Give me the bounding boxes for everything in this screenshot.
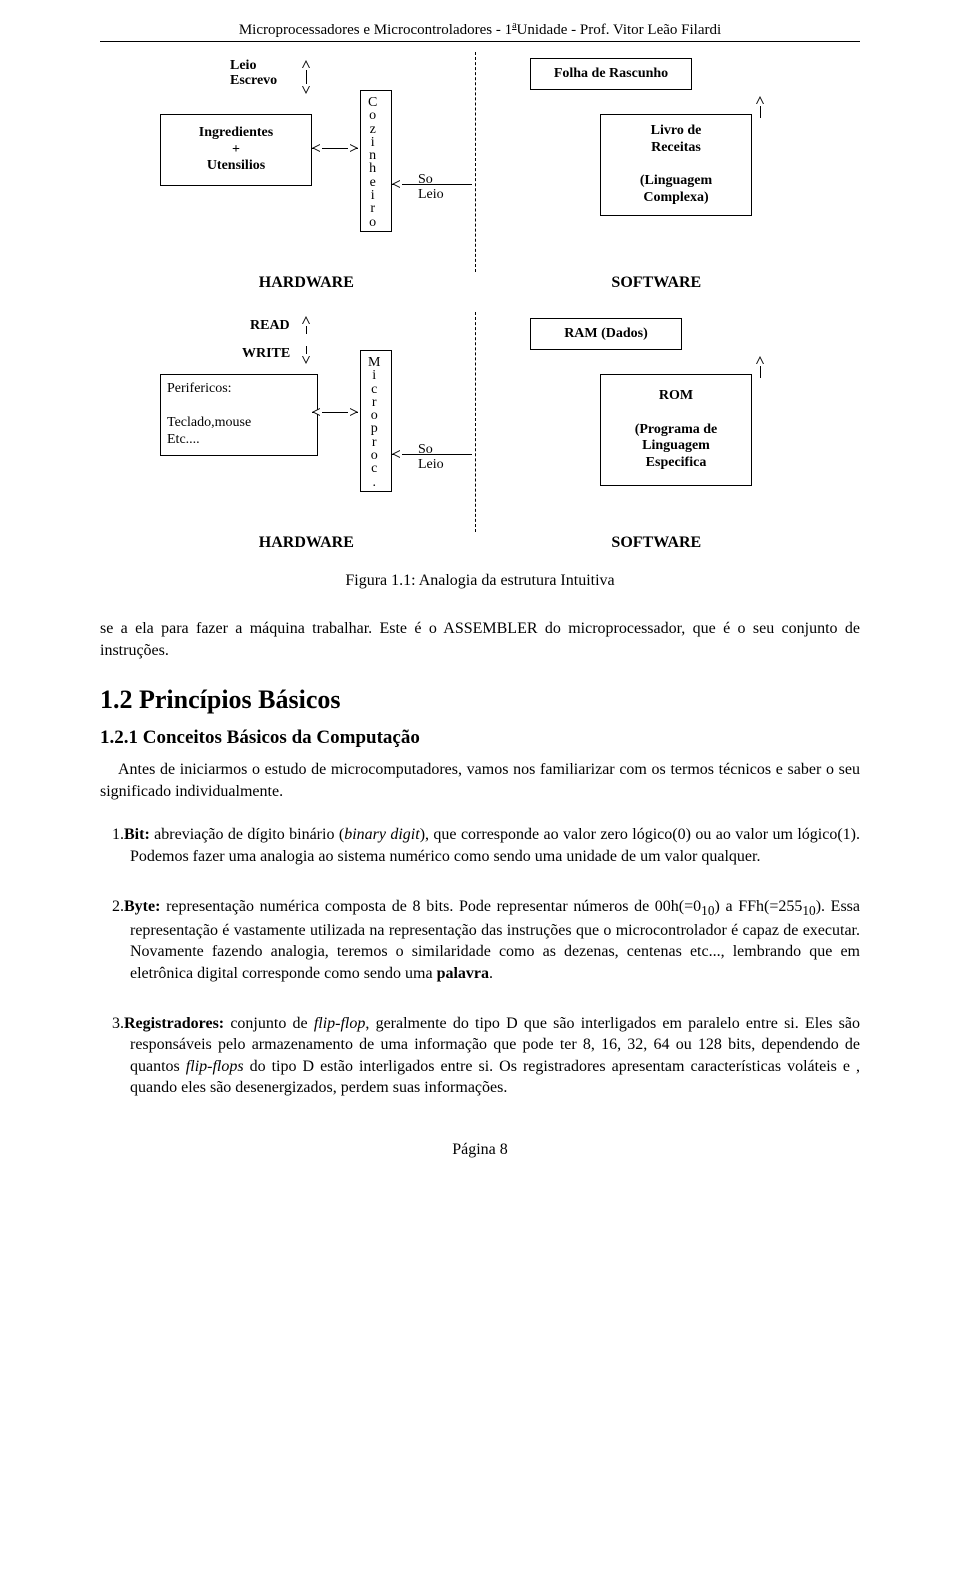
item-text: conjunto de flip-flop, geralmente do tip… bbox=[130, 1015, 860, 1097]
arrow-open-icon bbox=[756, 98, 764, 106]
label-read: READ bbox=[250, 318, 290, 333]
header-text-right: Unidade - Prof. Vitor Leão Filardi bbox=[517, 22, 722, 38]
section-heading: 1.2 Princípios Básicos bbox=[100, 685, 860, 715]
vtext-microproc: Microproc. bbox=[368, 356, 380, 489]
figure-1-1: Leio Escrevo Ingredientes + Utensilios C… bbox=[130, 52, 830, 590]
figure-caption: Figura 1.1: Analogia da estrutura Intuit… bbox=[130, 572, 830, 590]
para-after-figure: se a ela para fazer a máquina trabalhar.… bbox=[100, 618, 860, 661]
label-software-2: SOFTWARE bbox=[611, 534, 701, 552]
label-so-leio-1: So Leio bbox=[418, 172, 444, 203]
box-ingredientes: Ingredientes + Utensilios bbox=[160, 114, 312, 186]
item-label: 1.Bit: bbox=[112, 826, 150, 843]
item-text: representação numérica composta de 8 bit… bbox=[130, 898, 860, 982]
arrow-open-icon bbox=[314, 408, 322, 416]
label-leio-escrevo: Leio Escrevo bbox=[230, 58, 277, 89]
dashed-divider-icon bbox=[475, 312, 476, 532]
arrow-open-icon bbox=[348, 144, 356, 152]
page-header: Microprocessadores e Microcontroladores … bbox=[100, 20, 860, 42]
diagram-panel-bottom: READ WRITE Perifericos: Teclado,mouse Et… bbox=[130, 312, 830, 532]
box-folha: Folha de Rascunho bbox=[530, 58, 692, 90]
list-item-byte: 2.Byte: representação numérica composta … bbox=[130, 896, 860, 985]
diagram-panel-top: Leio Escrevo Ingredientes + Utensilios C… bbox=[130, 52, 830, 272]
label-text: Leio Escrevo bbox=[230, 58, 277, 88]
label-so-leio-2: So Leio bbox=[418, 442, 444, 473]
arrow-open-icon bbox=[314, 144, 322, 152]
label-hardware-1: HARDWARE bbox=[259, 274, 354, 292]
box-perifericos: Perifericos: Teclado,mouse Etc.... bbox=[160, 374, 318, 456]
hw-sw-row-2: HARDWARE SOFTWARE bbox=[130, 534, 830, 552]
box-livro: Livro de Receitas (Linguagem Complexa) bbox=[600, 114, 752, 216]
page-footer: Página 8 bbox=[100, 1141, 860, 1159]
item-label: 3.Registradores: bbox=[112, 1015, 224, 1032]
list-item-bit: 1.Bit: abreviação de dígito binário (bin… bbox=[130, 824, 860, 867]
label-hardware-2: HARDWARE bbox=[259, 534, 354, 552]
label-software-1: SOFTWARE bbox=[611, 274, 701, 292]
arrow-open-icon bbox=[348, 408, 356, 416]
hw-sw-row-1: HARDWARE SOFTWARE bbox=[130, 274, 830, 292]
item-text: abreviação de dígito binário (binary dig… bbox=[130, 826, 860, 865]
vtext-cozinheiro: Cozinheiro bbox=[368, 96, 377, 229]
connector-line-icon bbox=[392, 454, 472, 455]
label-write: WRITE bbox=[242, 346, 290, 361]
connector-line-icon bbox=[392, 184, 472, 185]
list-item-registradores: 3.Registradores: conjunto de flip-flop, … bbox=[130, 1013, 860, 1099]
box-rom: ROM (Programa de Linguagem Especifica bbox=[600, 374, 752, 486]
header-text-left: Microprocessadores e Microcontroladores … bbox=[239, 22, 512, 38]
dashed-divider-icon bbox=[475, 52, 476, 272]
arrow-open-icon bbox=[756, 358, 764, 366]
subsection-heading: 1.2.1 Conceitos Básicos da Computação bbox=[100, 727, 860, 749]
arrow-open-icon bbox=[394, 450, 402, 458]
box-ram: RAM (Dados) bbox=[530, 318, 682, 350]
item-label: 2.Byte: bbox=[112, 898, 160, 915]
page: Microprocessadores e Microcontroladores … bbox=[0, 0, 960, 1189]
arrow-open-icon bbox=[394, 180, 402, 188]
subsection-intro: Antes de iniciarmos o estudo de microcom… bbox=[100, 759, 860, 802]
